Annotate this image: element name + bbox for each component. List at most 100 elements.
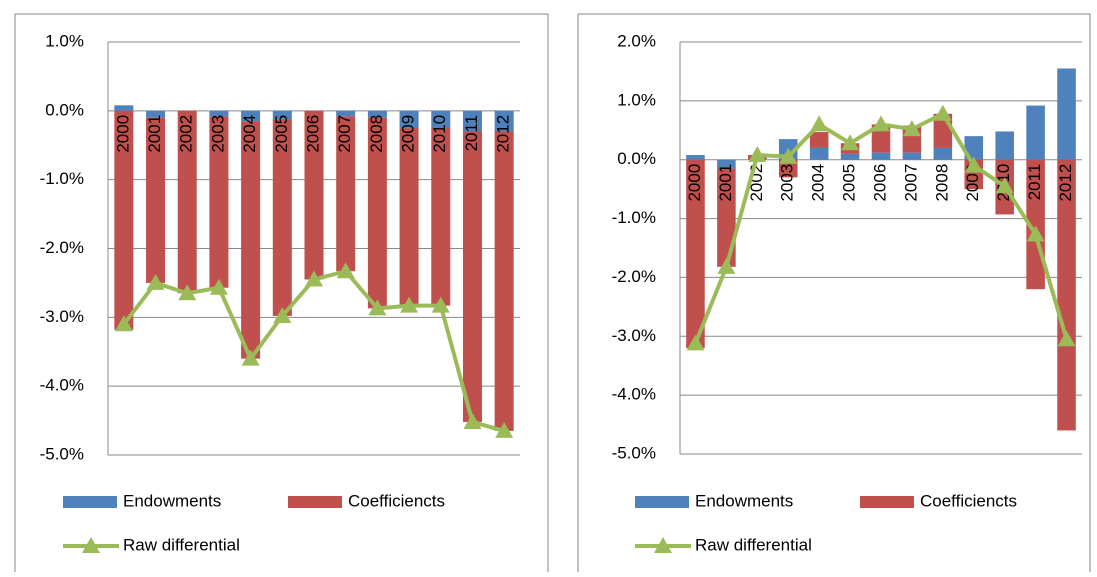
- y-tick-label: -4.0%: [40, 376, 84, 395]
- x-tick-label: 2005: [840, 164, 859, 202]
- bar-segment: [399, 128, 419, 306]
- bar-segment: [871, 152, 891, 160]
- x-tick-label: 2001: [145, 115, 164, 153]
- bar-segment: [494, 131, 514, 431]
- line-marker: [1057, 330, 1076, 347]
- bar-segment: [995, 131, 1014, 160]
- line-marker: [841, 134, 860, 151]
- bar-segment: [177, 110, 197, 294]
- bar-segment: [964, 136, 984, 160]
- x-tick-label: 2007: [335, 115, 354, 153]
- bar-segment: [146, 117, 166, 283]
- bar-segment: [809, 147, 829, 160]
- line-marker: [810, 115, 829, 132]
- bar-segment: [686, 159, 705, 349]
- line-marker: [748, 146, 767, 163]
- y-tick-label: 0.0%: [617, 149, 656, 168]
- bar-segment: [494, 110, 514, 132]
- x-tick-label: 2005: [272, 115, 291, 153]
- x-tick-label: 2009: [399, 115, 418, 153]
- y-tick-label: -4.0%: [612, 385, 656, 404]
- bar-segment: [686, 155, 705, 160]
- legend-marker: [654, 537, 672, 553]
- line-marker: [336, 262, 355, 279]
- x-tick-label: 2011: [1025, 164, 1044, 201]
- x-tick-label: 2012: [1056, 164, 1075, 202]
- line-marker: [964, 156, 983, 173]
- x-tick-label: 2006: [303, 115, 322, 153]
- x-tick-label: 2001: [716, 164, 735, 202]
- right-panel: [577, 13, 1091, 577]
- line-marker: [495, 421, 514, 438]
- line-marker: [463, 412, 482, 429]
- legend-swatch: [63, 496, 117, 508]
- bar-segment: [114, 110, 134, 330]
- bar-segment: [933, 147, 953, 160]
- bar-segment: [462, 110, 482, 132]
- line-marker: [902, 120, 921, 137]
- x-tick-label: 2004: [809, 164, 828, 202]
- bar-segment: [1057, 159, 1076, 431]
- line-marker: [178, 284, 197, 301]
- legend-label: Raw differential: [695, 535, 812, 554]
- legend-label: Coefficiencts: [348, 491, 445, 510]
- x-tick-label: 2003: [778, 164, 797, 202]
- legend-swatch: [635, 496, 689, 508]
- line-marker: [431, 296, 450, 313]
- line-marker: [779, 147, 798, 164]
- line-marker: [717, 257, 736, 274]
- x-tick-label: 2002: [177, 115, 196, 153]
- x-tick-label: 2011: [462, 115, 481, 152]
- bar-segment: [1057, 68, 1076, 160]
- line-marker: [933, 104, 952, 121]
- bar-segment: [336, 110, 356, 117]
- line-marker: [305, 270, 323, 287]
- bar-segment: [1026, 105, 1045, 160]
- x-tick-label: 2010: [430, 115, 449, 153]
- x-tick-label: 2007: [901, 164, 920, 202]
- bar-segment: [778, 159, 798, 178]
- bar-segment: [272, 119, 292, 316]
- bar-segment: [399, 110, 419, 129]
- legend-label: Endowments: [695, 491, 793, 510]
- x-tick-label: 2008: [367, 115, 386, 153]
- y-tick-label: -3.0%: [612, 326, 656, 345]
- line-marker: [1026, 225, 1045, 242]
- x-tick-label: 2000: [113, 115, 132, 153]
- line-marker: [400, 296, 419, 313]
- legend-label: Raw differential: [123, 535, 240, 554]
- y-tick-label: -2.0%: [612, 267, 656, 286]
- bar-segment: [809, 132, 829, 148]
- y-tick-label: 1.0%: [45, 31, 84, 50]
- bar-segment: [241, 110, 261, 122]
- bar-segment: [462, 131, 482, 422]
- line-marker: [273, 306, 292, 323]
- legend-marker: [82, 537, 100, 553]
- legend-label: Endowments: [123, 491, 221, 510]
- line-marker: [686, 334, 705, 351]
- legend-swatch: [860, 496, 914, 508]
- bar-segment: [272, 110, 292, 120]
- line-marker: [146, 273, 165, 290]
- line-marker: [114, 315, 133, 332]
- y-tick-label: -3.0%: [40, 307, 84, 326]
- line-marker: [872, 115, 890, 132]
- x-tick-label: 2006: [870, 164, 889, 202]
- y-tick-label: -1.0%: [612, 208, 656, 227]
- bar-segment: [114, 105, 134, 111]
- x-tick-label: 2012: [494, 115, 513, 153]
- y-tick-label: -5.0%: [612, 443, 656, 462]
- line-marker: [995, 177, 1014, 194]
- x-tick-label: 2000: [685, 164, 704, 202]
- bar-segment: [336, 116, 356, 272]
- bar-segment: [717, 168, 736, 267]
- bar-segment: [209, 110, 229, 117]
- bar-segment: [367, 110, 387, 118]
- legend-label: Coefficiencts: [920, 491, 1017, 510]
- bar-segment: [367, 117, 387, 309]
- y-tick-label: -5.0%: [40, 444, 84, 463]
- x-tick-label: 2004: [240, 115, 259, 153]
- y-tick-label: -1.0%: [40, 169, 84, 188]
- line-marker: [368, 299, 387, 316]
